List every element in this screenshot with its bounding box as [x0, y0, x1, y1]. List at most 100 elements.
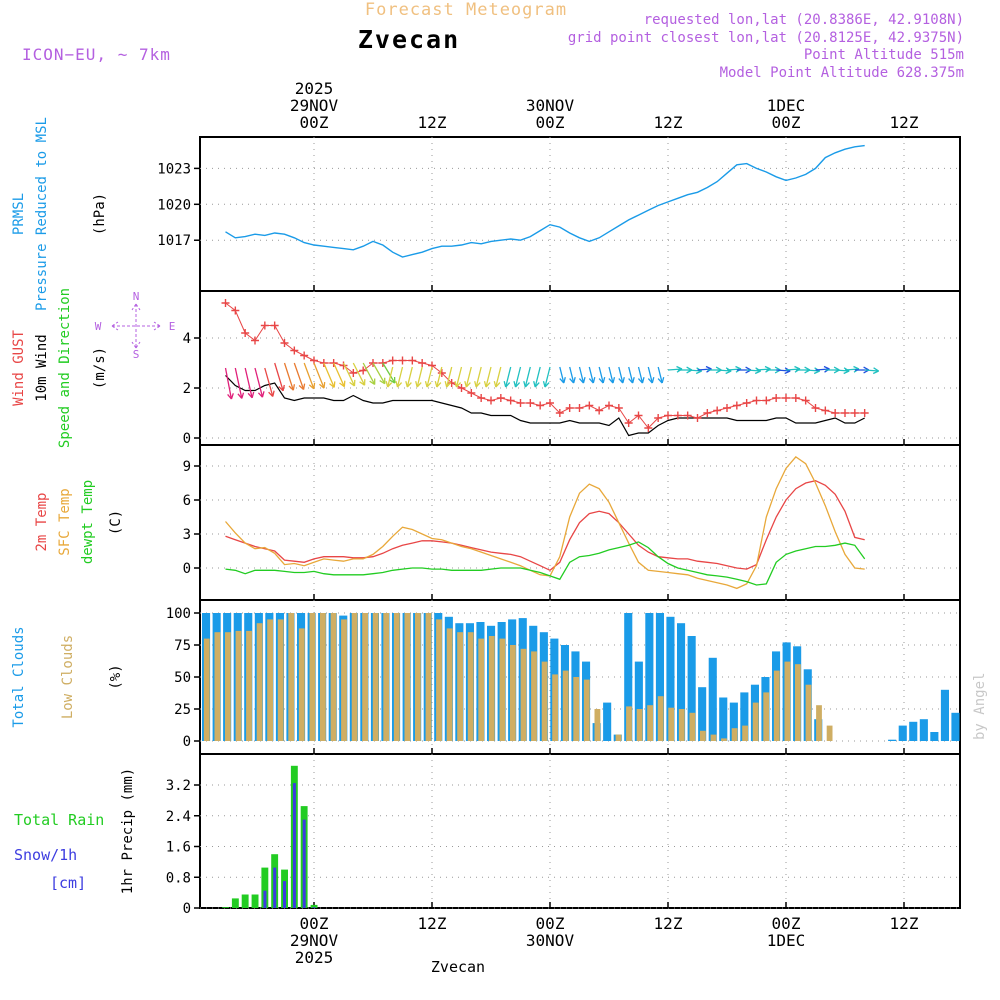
wind-gust-marker — [762, 396, 771, 405]
pressure-series-label: Pressure Reduced to MSL — [34, 117, 50, 311]
low-cloud-bar — [309, 613, 316, 741]
wind-direction-arrow — [864, 369, 879, 372]
wind-gust-marker — [280, 339, 289, 347]
wind-direction-arrow — [657, 366, 663, 384]
wind-direction-arrow — [244, 367, 253, 398]
product-title: Forecast Meteogram — [365, 0, 567, 20]
clouds-ytick-label: 100 — [166, 606, 191, 622]
wind-direction-arrow — [785, 368, 801, 371]
precip-rain-label: Total Rain — [14, 811, 104, 829]
clouds-ytick-label: 75 — [174, 638, 191, 654]
low-cloud-bar — [467, 632, 474, 741]
wind-arrow-head — [474, 381, 481, 388]
wind-gust-marker — [850, 409, 859, 417]
low-cloud-bar — [626, 706, 632, 741]
total-cloud-bar — [645, 613, 654, 741]
low-cloud-bar — [742, 725, 748, 741]
wind-gust-marker — [487, 396, 495, 405]
wind-direction-arrow — [224, 367, 233, 400]
total-cloud-bar — [740, 692, 749, 741]
wind-gust-marker — [742, 399, 751, 407]
wind-arrow-head — [308, 382, 316, 390]
wind-arrow-head — [578, 377, 586, 384]
low-cloud-bar — [457, 632, 463, 741]
wind-direction-arrow — [475, 366, 482, 388]
wind-direction-arrow — [254, 367, 264, 398]
wind-direction-arrow — [387, 366, 394, 388]
low-cloud-bar — [225, 632, 231, 741]
precip-cm-label: [cm] — [50, 874, 86, 892]
wind-direction-arrow — [717, 369, 732, 372]
total-cloud-bar — [909, 721, 918, 741]
wind-gust-marker — [821, 406, 830, 415]
wind-gust-marker — [546, 399, 554, 407]
grid-point: grid point closest lon,lat (20.8125E, 42… — [568, 30, 964, 46]
low-cloud-bar — [816, 705, 822, 741]
bottom-time-label: 12Z — [418, 914, 447, 933]
precip-unit-label: 1hr Precip (mm) — [120, 768, 136, 894]
precip-ytick-label: 0.8 — [166, 870, 191, 886]
wind-arrow-head — [237, 392, 245, 399]
low-cloud-bar — [235, 630, 242, 741]
bottom-time-label: 2025 — [295, 948, 334, 967]
bottom-time-label: 00Z — [300, 914, 329, 933]
wind-arrow-head — [523, 381, 530, 388]
low-cloud-bar — [668, 707, 675, 741]
wind-gust-marker — [693, 414, 702, 422]
wind-gust-marker — [496, 394, 505, 402]
low-cloud-bar — [520, 648, 527, 741]
wind-gust-marker — [801, 396, 810, 405]
top-time-label: 2025 — [295, 79, 334, 98]
wind-gust-marker — [791, 394, 800, 402]
wind-direction-arrow — [465, 366, 472, 388]
snow-bar — [292, 783, 296, 908]
wind-arrow-head — [405, 381, 412, 388]
low-cloud-bar — [773, 670, 780, 741]
panel-pressure: 1017 1020 1023 (hPa) PRMSL Pressure Reduced t… — [11, 117, 961, 311]
low-cloud-bar — [573, 677, 580, 741]
wind-direction-arrow — [333, 362, 345, 387]
snow-bar — [302, 819, 306, 908]
rain-bar — [222, 907, 229, 908]
wind-direction-arrow — [628, 366, 634, 384]
wind-arrow-head — [657, 377, 665, 384]
low-cloud-bar — [552, 674, 558, 741]
temperature-series-label: dewpt Temp — [80, 480, 96, 564]
wind-gust-marker — [841, 409, 849, 417]
wind-gust-marker — [565, 404, 574, 412]
wind-direction-arrow — [559, 366, 565, 384]
model-point-altitude: Model Point Altitude 628.375m — [720, 65, 964, 81]
watermark: by Angel — [972, 673, 988, 740]
panels: 1017 1020 1023 (hPa) PRMSL Pressure Reduced t… — [11, 117, 961, 917]
wind-arrow-head — [339, 380, 346, 388]
wind-arrow-head — [329, 381, 336, 388]
wind-gust-marker — [437, 369, 446, 377]
wind-direction-arrow — [756, 368, 771, 371]
total-cloud-bar — [624, 613, 633, 741]
wind-gust-marker — [516, 399, 525, 407]
wind-direction-arrow — [524, 366, 531, 388]
total-cloud-bar — [888, 739, 897, 741]
wind-gust-marker — [624, 419, 633, 427]
bottom-time-label: 29NOV — [290, 931, 339, 950]
low-cloud-bar — [277, 619, 284, 741]
wind-gust-marker — [300, 351, 309, 360]
wind-arrow-head — [637, 377, 645, 384]
wind-direction-arrow — [618, 366, 624, 384]
wind-ytick-label: 2 — [183, 381, 191, 397]
low-cloud-bar — [351, 613, 358, 741]
wind-gust-marker — [398, 356, 407, 365]
total-cloud-bar — [687, 636, 696, 741]
wind-direction-arrow — [647, 366, 653, 384]
precip-series-labels: Total Rain Snow/1h [cm] — [14, 811, 104, 892]
wind-arrow-head — [349, 379, 356, 387]
wind-gust-marker — [467, 389, 476, 397]
low-cloud-bar — [499, 638, 506, 741]
snow-bar — [312, 907, 316, 908]
wind-arrow-head — [493, 381, 501, 388]
wind-arrow-head — [278, 384, 285, 392]
wind-arrow-head — [298, 383, 306, 390]
low-cloud-bar — [267, 619, 273, 741]
